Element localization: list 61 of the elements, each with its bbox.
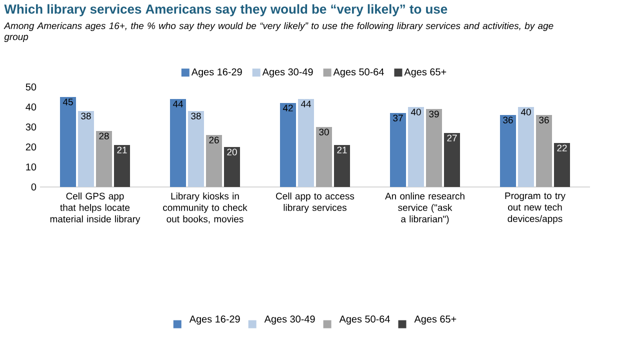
- data-label: 28: [99, 132, 109, 140]
- bar: [114, 145, 130, 187]
- legend-label: Ages 16-29: [191, 68, 242, 78]
- data-label: 36: [539, 116, 549, 124]
- y-tick-label: 30: [26, 123, 36, 131]
- bar: [298, 99, 314, 187]
- y-tick-label: 50: [26, 83, 36, 91]
- bar: [96, 131, 112, 187]
- data-label: 20: [227, 148, 237, 156]
- data-label: 21: [337, 146, 347, 154]
- data-label: 38: [81, 112, 91, 120]
- bar: [408, 107, 424, 187]
- data-label: 39: [429, 110, 439, 118]
- bar: [500, 115, 516, 187]
- data-label: 27: [447, 134, 457, 142]
- data-label: 42: [282, 104, 293, 112]
- x-tick-label: Library kiosks in community to check out books, movies: [163, 192, 248, 224]
- x-tick-label: Cell app to access library services: [276, 192, 354, 213]
- x-tick-label: Cell GPS app that helps locate material inside library: [50, 192, 140, 224]
- text: Ages 30-49: [264, 316, 315, 325]
- bar: [536, 115, 552, 187]
- chart-subtitle: Among Americans ages 16+, the % who say they would be “very likely” to use the following library services and activities, by age group: [4, 22, 554, 42]
- bar: [206, 135, 222, 187]
- data-label: 45: [62, 98, 73, 106]
- text: Ages 50-64: [339, 316, 390, 325]
- bar: [316, 127, 332, 187]
- data-label: 22: [557, 144, 567, 152]
- data-label: 38: [191, 112, 201, 120]
- bar: [170, 99, 186, 187]
- bar: [518, 107, 534, 187]
- data-label: 26: [209, 136, 219, 144]
- bar: [334, 145, 350, 187]
- bar: [280, 103, 296, 187]
- legend-label: Ages 50-64: [333, 68, 384, 78]
- y-tick-label: 20: [26, 143, 36, 151]
- bar: [60, 97, 76, 187]
- legend-label: Ages 30-49: [262, 68, 313, 78]
- data-label: 44: [172, 100, 183, 108]
- y-tick-label: 10: [26, 163, 36, 171]
- y-tick-label: 0: [31, 183, 36, 191]
- bar: [224, 147, 240, 187]
- data-label: 37: [393, 114, 403, 122]
- legend-label: Ages 65+: [404, 68, 446, 78]
- bar: [426, 109, 442, 187]
- bar: [554, 143, 570, 187]
- text: Ages 65+: [414, 316, 456, 325]
- y-tick-label: 40: [26, 103, 36, 111]
- bar: [444, 133, 460, 187]
- bar: [390, 113, 406, 187]
- data-label: 40: [520, 108, 531, 116]
- data-label: 40: [410, 108, 421, 116]
- data-label: 21: [117, 146, 127, 154]
- bar: [78, 111, 94, 187]
- x-tick-label: Program to try out new tech devices/apps: [505, 192, 566, 224]
- data-label: 36: [503, 116, 513, 124]
- data-label: 30: [319, 128, 329, 136]
- data-label: 44: [300, 100, 311, 108]
- x-tick-label: An online research service ("ask a librarian"): [385, 192, 464, 224]
- chart-title: Which library services Americans say they would be “very likely” to use: [4, 4, 448, 16]
- text: Ages 16-29: [189, 316, 240, 325]
- bar: [188, 111, 204, 187]
